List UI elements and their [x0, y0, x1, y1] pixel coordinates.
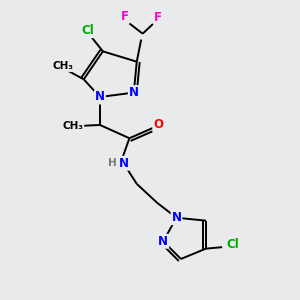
Text: F: F: [121, 10, 129, 22]
Text: F: F: [154, 11, 162, 24]
Text: N: N: [158, 235, 168, 248]
Text: CH₃: CH₃: [62, 122, 83, 131]
Text: N: N: [118, 157, 128, 170]
Text: H: H: [108, 158, 117, 168]
Text: Cl: Cl: [82, 24, 94, 37]
Text: O: O: [153, 118, 163, 131]
Text: N: N: [172, 211, 182, 224]
Text: Cl: Cl: [226, 238, 239, 251]
Text: N: N: [129, 86, 139, 99]
Text: N: N: [95, 91, 105, 103]
Text: CH₃: CH₃: [52, 61, 74, 71]
